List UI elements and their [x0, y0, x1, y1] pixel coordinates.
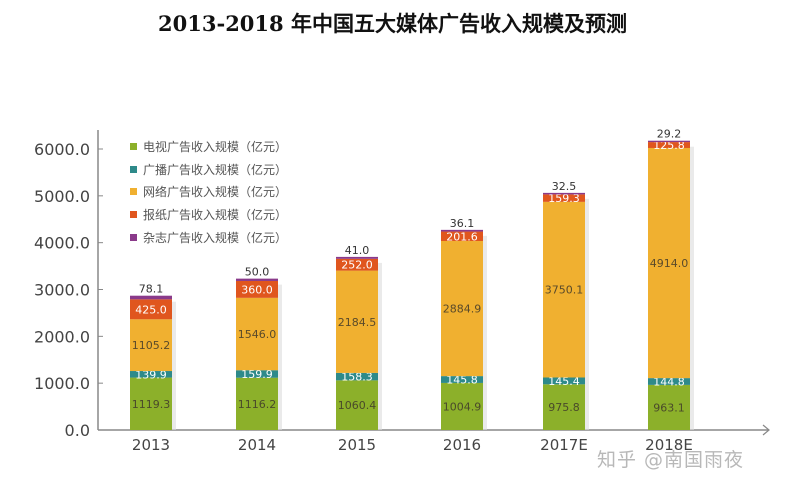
data-label: 139.9: [135, 368, 167, 381]
y-tick-label: 5000.0: [34, 187, 90, 206]
x-axis-arrow: [762, 424, 770, 436]
x-tick-label: 2013: [132, 436, 170, 454]
data-label: 145.8: [446, 374, 478, 387]
bar-segment-2018E-3: [648, 142, 690, 148]
bar-segment-2013-2: [130, 319, 172, 372]
bar-segment-2016-4: [441, 229, 483, 232]
data-label: 50.0: [245, 266, 270, 279]
data-label: 1119.3: [132, 398, 171, 411]
bar-segment-2018E-1: [648, 378, 690, 385]
data-label: 201.6: [446, 230, 478, 243]
bar-segment-2013-3: [130, 299, 172, 320]
data-label: 158.3: [341, 371, 373, 384]
data-label: 144.8: [653, 376, 685, 389]
data-label: 975.8: [548, 401, 580, 414]
data-label: 1116.2: [238, 398, 277, 411]
x-tick-label: 2014: [238, 436, 276, 454]
legend-item: 电视广告收入规模（亿元）: [130, 135, 287, 158]
data-label: 4914.0: [650, 257, 689, 270]
bar-segment-2016-0: [441, 382, 483, 430]
chart-title: 2013-2018 年中国五大媒体广告收入规模及预测: [158, 11, 627, 36]
data-label: 159.3: [548, 192, 580, 205]
bar-segment-2015-1: [336, 372, 378, 381]
bar-segment-2017E-0: [543, 384, 585, 430]
legend-swatch: [130, 188, 137, 196]
x-tick-label: 2018E: [645, 436, 693, 454]
watermark: 知乎 @南国雨夜: [597, 449, 745, 471]
legend-item: 网络广告收入规模（亿元）: [130, 181, 287, 204]
legend-item: 报纸广告收入规模（亿元）: [130, 203, 287, 226]
bar-segment-2015-4: [336, 256, 378, 259]
data-label: 1060.4: [338, 399, 377, 412]
data-label: 252.0: [341, 259, 373, 272]
bar-segment-2014-3: [236, 280, 278, 298]
data-label: 145.4: [548, 375, 580, 388]
legend-label: 电视广告收入规模（亿元）: [143, 139, 288, 154]
legend-label: 网络广告收入规模（亿元）: [143, 185, 288, 200]
data-label: 36.1: [450, 217, 475, 230]
data-label: 125.8: [653, 139, 685, 152]
data-label: 159.9: [241, 368, 273, 381]
bar-segment-2013-0: [130, 377, 172, 430]
bar-segment-2018E-2: [648, 147, 690, 379]
data-label: 963.1: [653, 401, 685, 414]
data-label: 3750.1: [545, 284, 584, 297]
data-label: 425.0: [135, 303, 167, 316]
bar-segment-2017E-4: [543, 192, 585, 195]
bar-segment-2015-2: [336, 270, 378, 373]
legend-label: 杂志广告收入规模（亿元）: [143, 231, 288, 246]
data-label: 2184.5: [338, 316, 377, 329]
legend-item: 杂志广告收入规模（亿元）: [130, 226, 287, 249]
data-label: 360.0: [241, 283, 273, 296]
legend-item: 广播广告收入规模（亿元）: [130, 158, 287, 181]
y-tick-label: 6000.0: [34, 140, 90, 159]
data-label: 32.5: [552, 180, 577, 193]
y-tick-label: 0.0: [65, 421, 90, 440]
y-tick-label: 4000.0: [34, 234, 90, 253]
y-tick-label: 3000.0: [34, 281, 90, 300]
bar-segment-2015-3: [336, 258, 378, 271]
data-label: 29.2: [657, 128, 682, 141]
data-label: 78.1: [139, 283, 164, 296]
y-tick-label: 2000.0: [34, 327, 90, 346]
legend-swatch: [130, 142, 137, 150]
data-label: 41.0: [345, 244, 370, 257]
data-label: 1546.0: [238, 328, 277, 341]
x-tick-label: 2015: [338, 436, 376, 454]
x-tick-label: 2016: [443, 436, 481, 454]
bar-segment-2015-0: [336, 380, 378, 430]
bar-segment-2017E-3: [543, 194, 585, 202]
bar-segment-2013-4: [130, 295, 172, 300]
bar-segment-2013-1: [130, 371, 172, 378]
bar-segment-2016-2: [441, 240, 483, 377]
legend-label: 报纸广告收入规模（亿元）: [143, 208, 288, 223]
bar-segment-2018E-0: [648, 384, 690, 430]
bar-segment-2014-1: [236, 370, 278, 378]
data-label: 1004.9: [443, 400, 482, 413]
bar-segment-2016-3: [441, 231, 483, 241]
bar-segment-2016-1: [441, 376, 483, 383]
x-tick-label: 2017E: [540, 436, 588, 454]
bar-segment-2014-2: [236, 297, 278, 371]
legend: 电视广告收入规模（亿元） 广播广告收入规模（亿元） 网络广告收入规模（亿元） 报纸广告…: [130, 135, 287, 249]
legend-swatch: [130, 234, 137, 242]
bar-segment-2018E-4: [648, 140, 690, 143]
y-tick-label: 1000.0: [34, 374, 90, 393]
data-label: 2884.9: [443, 303, 482, 316]
bar-segment-2014-4: [236, 278, 278, 281]
data-label: 1105.2: [132, 339, 171, 352]
bar-segment-2017E-2: [543, 201, 585, 378]
bar-segment-2017E-1: [543, 377, 585, 385]
legend-label: 广播广告收入规模（亿元）: [143, 162, 288, 177]
legend-swatch: [130, 165, 137, 173]
bar-segment-2014-0: [236, 377, 278, 430]
legend-swatch: [130, 211, 137, 219]
